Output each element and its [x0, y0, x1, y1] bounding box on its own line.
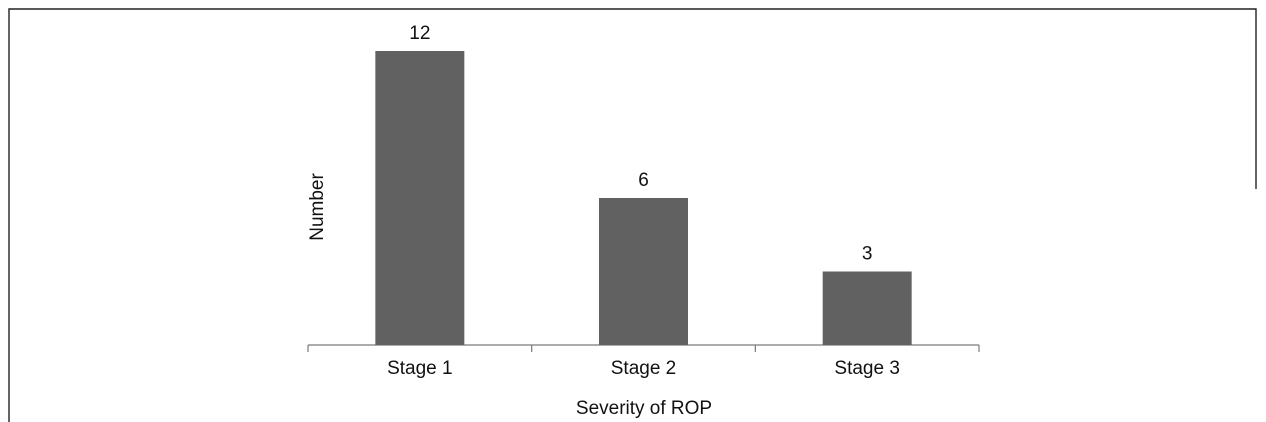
x-tick-label: Stage 1	[387, 358, 453, 379]
bar	[599, 198, 688, 345]
bar	[375, 51, 465, 345]
plot-area: 12 Stage 1 6 Stage 2 3 Stage 3	[307, 23, 980, 379]
y-axis-title: Number	[307, 173, 328, 241]
x-tick-label: Stage 3	[834, 358, 900, 379]
data-label: 12	[409, 23, 430, 44]
x-axis-title: Severity of ROP	[576, 398, 712, 419]
data-label: 6	[638, 170, 649, 191]
figure-frame	[8, 8, 1257, 422]
data-label: 3	[862, 244, 873, 265]
x-tick-label: Stage 2	[611, 358, 677, 379]
bar	[822, 271, 912, 345]
